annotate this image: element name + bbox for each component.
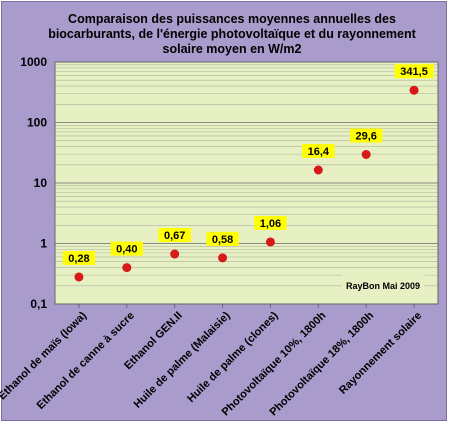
data-point — [74, 272, 84, 282]
x-tick-label: Ethanol de canne à sucre — [35, 310, 137, 412]
data-label: 0,67 — [164, 230, 185, 242]
data-label-bg — [62, 250, 96, 265]
data-point — [122, 263, 132, 273]
y-tick-label: 1 — [40, 237, 47, 251]
x-tick-label: Huile de palme (Malaisie) — [132, 309, 233, 410]
data-point — [361, 149, 371, 159]
annotation-box — [342, 274, 424, 296]
data-point — [313, 165, 323, 175]
y-tick-label: 0,1 — [30, 297, 47, 311]
data-point — [409, 85, 419, 95]
data-label: 341,5 — [400, 66, 428, 78]
data-label: 0,58 — [212, 234, 233, 246]
x-tick-label: Rayonnement solaire — [337, 310, 424, 397]
y-tick-label: 1000 — [20, 55, 47, 69]
data-label: 16,4 — [308, 146, 330, 158]
plot-border — [54, 61, 439, 305]
chart-title: Comparaison des puissances moyennes annu… — [48, 12, 416, 56]
x-tick-label: Ethanol de maïs (Iowa) — [0, 309, 89, 402]
annotation-text: RayBon Mai 2009 — [346, 281, 420, 291]
data-label-bg — [394, 64, 434, 79]
y-tick-label: 100 — [27, 116, 47, 130]
data-label-bg — [254, 215, 287, 230]
y-tick-label: 10 — [34, 176, 48, 190]
data-point — [218, 253, 228, 263]
data-label-bg — [206, 231, 239, 246]
data-label: 1,06 — [260, 218, 281, 230]
data-label-bg — [158, 228, 191, 243]
data-label: 0,40 — [116, 244, 137, 256]
data-label-bg — [349, 128, 383, 143]
data-point — [265, 237, 275, 247]
data-label: 29,6 — [355, 130, 376, 142]
data-label: 0,28 — [68, 253, 89, 265]
data-label-bg — [110, 241, 144, 256]
data-label-bg — [302, 144, 335, 159]
x-tick-label: Huile de palme (clones) — [185, 309, 281, 405]
data-point — [170, 249, 180, 259]
